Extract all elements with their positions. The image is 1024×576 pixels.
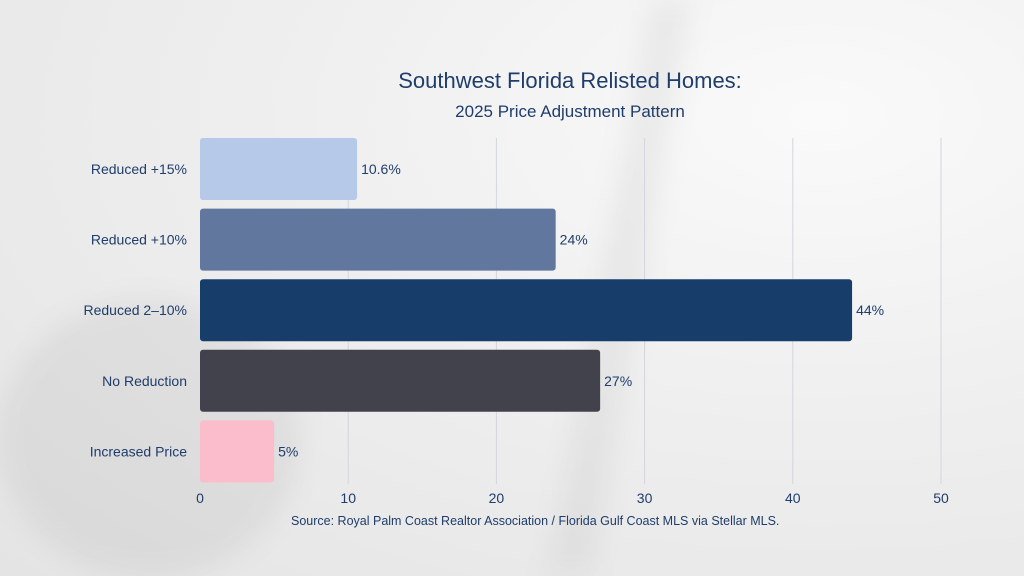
data-label: 24% — [560, 232, 588, 248]
bar — [200, 349, 601, 412]
category-label: Reduced 2–10% — [83, 302, 187, 318]
chart-title: Southwest Florida Relisted Homes: — [398, 68, 742, 93]
x-tick-label: 50 — [933, 490, 949, 506]
data-label: 10.6% — [361, 161, 401, 177]
data-label: 27% — [604, 373, 632, 389]
bar — [200, 279, 853, 342]
data-label: 5% — [278, 443, 298, 459]
x-tick-label: 10 — [340, 490, 356, 506]
x-tick-label: 20 — [489, 490, 505, 506]
bar — [200, 420, 275, 483]
data-label: 44% — [856, 302, 884, 318]
bar — [200, 208, 556, 271]
category-label: No Reduction — [102, 373, 187, 389]
category-label: Reduced +15% — [91, 161, 187, 177]
x-tick-label: 30 — [637, 490, 653, 506]
source-note: Source: Royal Palm Coast Realtor Associa… — [291, 514, 780, 528]
chart-subtitle: 2025 Price Adjustment Pattern — [455, 102, 685, 121]
x-tick-label: 0 — [196, 490, 204, 506]
x-tick-label: 40 — [785, 490, 801, 506]
category-label: Reduced +10% — [91, 232, 187, 248]
bar — [200, 138, 358, 200]
category-label: Increased Price — [90, 443, 187, 459]
